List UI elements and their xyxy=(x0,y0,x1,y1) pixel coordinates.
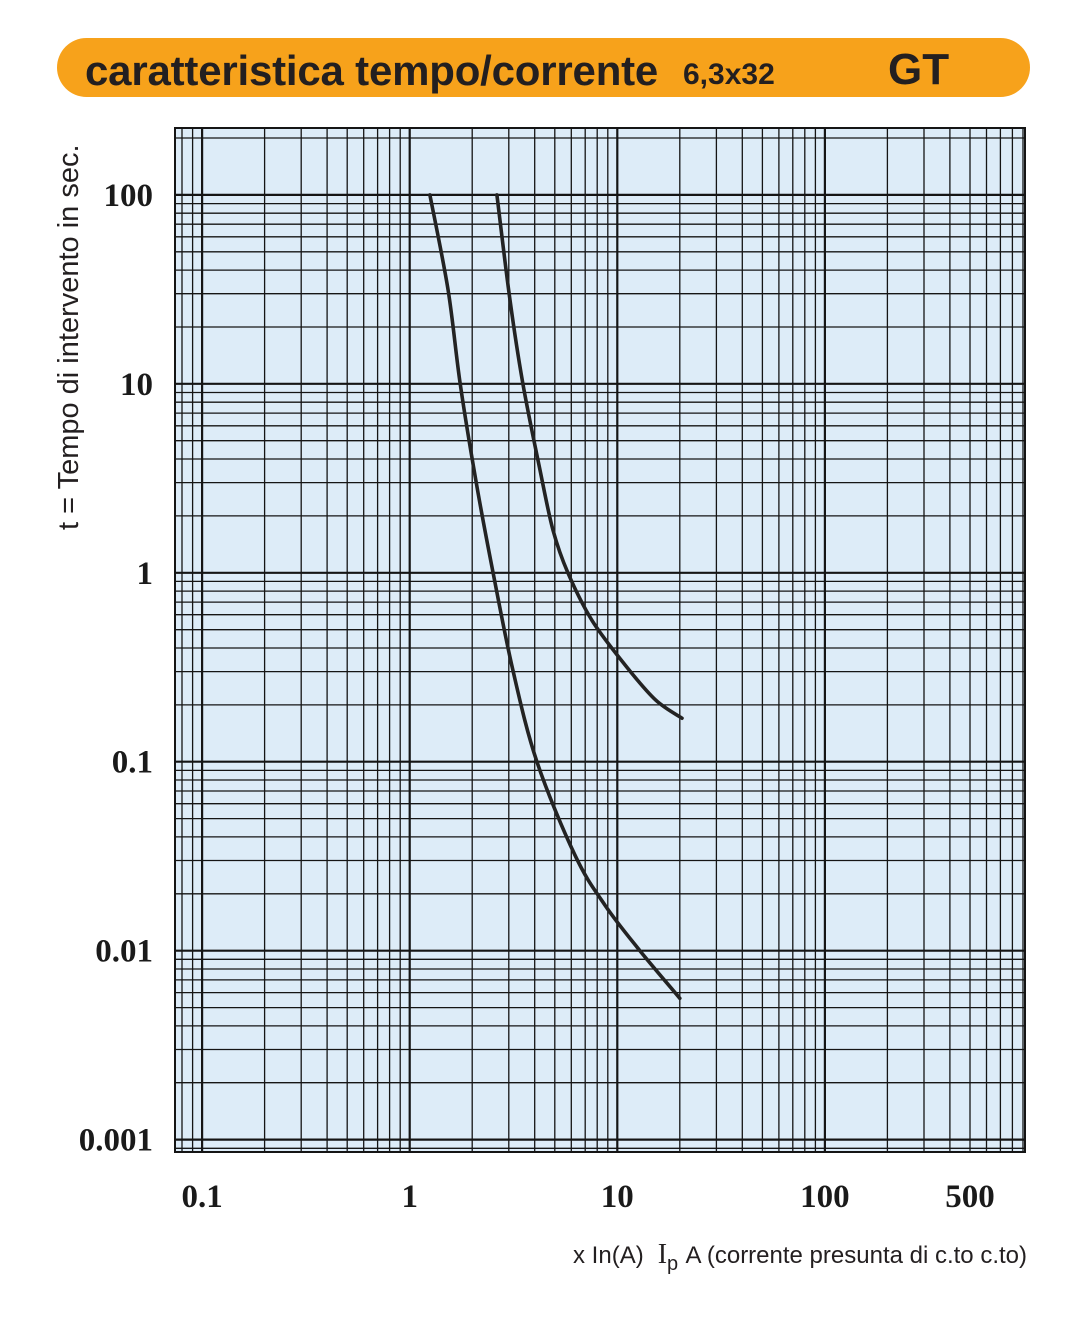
chart-subtitle: 6,3x32 xyxy=(683,58,775,91)
y-tick-label: 0.1 xyxy=(112,745,153,781)
x-tick-labels: 0.1 1 10 100 500 xyxy=(181,1179,994,1215)
plot-frame xyxy=(174,127,1026,1153)
x-axis-symbol: I xyxy=(657,1239,668,1270)
time-current-chart: 100 10 1 0.1 0.01 0.001 0.1 1 10 100 500 xyxy=(79,127,1026,1215)
y-tick-label: 1 xyxy=(137,556,154,592)
x-axis-symbol-subscript: p xyxy=(667,1253,679,1275)
y-axis-label: t = Tempo di intervento in sec. xyxy=(53,144,85,530)
y-tick-label: 0.01 xyxy=(95,934,153,970)
x-tick-label: 100 xyxy=(800,1179,850,1215)
chart-title: caratteristica tempo/corrente xyxy=(85,47,659,94)
y-tick-label: 10 xyxy=(120,367,153,403)
x-tick-label: 10 xyxy=(601,1179,634,1215)
x-axis-description: A (corrente presunta di c.to c.to) xyxy=(685,1242,1028,1269)
series-1-line xyxy=(428,193,682,1001)
y-tick-label: 0.001 xyxy=(79,1123,153,1159)
y-tick-labels: 100 10 1 0.1 0.01 0.001 xyxy=(79,178,153,1159)
y-tick-label: 100 xyxy=(104,178,154,214)
x-axis-unit-label: x In(A) xyxy=(573,1242,644,1269)
series-2-line xyxy=(495,193,684,720)
product-code-badge: GT xyxy=(888,45,950,94)
grid xyxy=(175,128,1025,1152)
x-tick-label: 500 xyxy=(945,1179,995,1215)
x-axis-label: x In(A) Ip A (corrente presunta di c.to c… xyxy=(573,1239,1028,1275)
curves xyxy=(428,193,684,1001)
title-banner: caratteristica tempo/corrente 6,3x32 GT xyxy=(57,38,1030,97)
x-tick-label: 1 xyxy=(401,1179,418,1215)
plot-area xyxy=(175,128,1025,1152)
x-tick-label: 0.1 xyxy=(181,1179,222,1215)
